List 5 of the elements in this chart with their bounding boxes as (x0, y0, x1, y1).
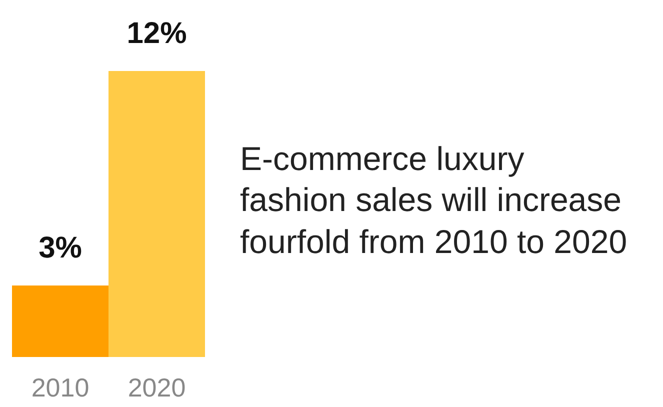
x-tick-label: 2010 (31, 372, 90, 402)
x-tick-label: 2020 (128, 372, 186, 402)
data-label: 12% (126, 17, 187, 50)
data-label: 3% (38, 232, 82, 264)
text: E-commerce luxury fashion sales will increase fourfold from 2010 to 2020 (240, 139, 628, 262)
